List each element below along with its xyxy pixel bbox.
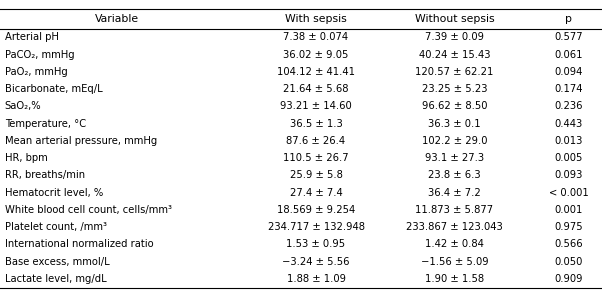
Text: 0.013: 0.013: [554, 136, 583, 146]
Text: 0.094: 0.094: [554, 67, 583, 77]
Text: International normalized ratio: International normalized ratio: [5, 239, 154, 249]
Text: 104.12 ± 41.41: 104.12 ± 41.41: [277, 67, 355, 77]
Text: 120.57 ± 62.21: 120.57 ± 62.21: [415, 67, 494, 77]
Text: RR, breaths/min: RR, breaths/min: [5, 171, 85, 180]
Text: 96.62 ± 8.50: 96.62 ± 8.50: [422, 101, 487, 111]
Text: HR, bpm: HR, bpm: [5, 153, 48, 163]
Text: −3.24 ± 5.56: −3.24 ± 5.56: [282, 257, 350, 267]
Text: 23.25 ± 5.23: 23.25 ± 5.23: [422, 84, 487, 94]
Text: 21.64 ± 5.68: 21.64 ± 5.68: [284, 84, 349, 94]
Text: 7.38 ± 0.074: 7.38 ± 0.074: [284, 32, 349, 42]
Text: Without sepsis: Without sepsis: [415, 14, 494, 24]
Text: 7.39 ± 0.09: 7.39 ± 0.09: [425, 32, 484, 42]
Text: < 0.001: < 0.001: [549, 188, 589, 198]
Text: 110.5 ± 26.7: 110.5 ± 26.7: [283, 153, 349, 163]
Text: 18.569 ± 9.254: 18.569 ± 9.254: [277, 205, 355, 215]
Text: 0.236: 0.236: [554, 101, 583, 111]
Text: 102.2 ± 29.0: 102.2 ± 29.0: [422, 136, 487, 146]
Text: 36.02 ± 9.05: 36.02 ± 9.05: [284, 50, 349, 60]
Text: 234.717 ± 132.948: 234.717 ± 132.948: [267, 222, 365, 232]
Text: Lactate level, mg/dL: Lactate level, mg/dL: [5, 274, 107, 284]
Text: 0.975: 0.975: [554, 222, 583, 232]
Text: 87.6 ± 26.4: 87.6 ± 26.4: [287, 136, 346, 146]
Text: p: p: [565, 14, 573, 24]
Text: 25.9 ± 5.8: 25.9 ± 5.8: [290, 171, 343, 180]
Text: 0.577: 0.577: [554, 32, 583, 42]
Text: Base excess, mmol/L: Base excess, mmol/L: [5, 257, 110, 267]
Text: 0.566: 0.566: [554, 239, 583, 249]
Text: 36.4 ± 7.2: 36.4 ± 7.2: [428, 188, 481, 198]
Text: PaO₂, mmHg: PaO₂, mmHg: [5, 67, 67, 77]
Text: 0.005: 0.005: [554, 153, 583, 163]
Text: With sepsis: With sepsis: [285, 14, 347, 24]
Text: Arterial pH: Arterial pH: [5, 32, 58, 42]
Text: Variable: Variable: [95, 14, 140, 24]
Text: 0.093: 0.093: [554, 171, 583, 180]
Text: 1.42 ± 0.84: 1.42 ± 0.84: [425, 239, 484, 249]
Text: 0.061: 0.061: [554, 50, 583, 60]
Text: 0.909: 0.909: [554, 274, 583, 284]
Text: Temperature, °C: Temperature, °C: [5, 119, 86, 128]
Text: 36.5 ± 1.3: 36.5 ± 1.3: [290, 119, 343, 128]
Text: 0.001: 0.001: [554, 205, 583, 215]
Text: 93.1 ± 27.3: 93.1 ± 27.3: [425, 153, 484, 163]
Text: SaO₂,%: SaO₂,%: [5, 101, 42, 111]
Text: 11.873 ± 5.877: 11.873 ± 5.877: [415, 205, 494, 215]
Text: Hematocrit level, %: Hematocrit level, %: [5, 188, 103, 198]
Text: 23.8 ± 6.3: 23.8 ± 6.3: [428, 171, 481, 180]
Text: Bicarbonate, mEq/L: Bicarbonate, mEq/L: [5, 84, 102, 94]
Text: 1.90 ± 1.58: 1.90 ± 1.58: [425, 274, 484, 284]
Text: 0.443: 0.443: [555, 119, 583, 128]
Text: 0.050: 0.050: [554, 257, 583, 267]
Text: 93.21 ± 14.60: 93.21 ± 14.60: [280, 101, 352, 111]
Text: White blood cell count, cells/mm³: White blood cell count, cells/mm³: [5, 205, 172, 215]
Text: 36.3 ± 0.1: 36.3 ± 0.1: [428, 119, 481, 128]
Text: 40.24 ± 15.43: 40.24 ± 15.43: [419, 50, 490, 60]
Text: −1.56 ± 5.09: −1.56 ± 5.09: [421, 257, 488, 267]
Text: 233.867 ± 123.043: 233.867 ± 123.043: [406, 222, 503, 232]
Text: PaCO₂, mmHg: PaCO₂, mmHg: [5, 50, 75, 60]
Text: 27.4 ± 7.4: 27.4 ± 7.4: [290, 188, 343, 198]
Text: 0.174: 0.174: [554, 84, 583, 94]
Text: 1.53 ± 0.95: 1.53 ± 0.95: [287, 239, 346, 249]
Text: Platelet count, /mm³: Platelet count, /mm³: [5, 222, 107, 232]
Text: 1.88 ± 1.09: 1.88 ± 1.09: [287, 274, 346, 284]
Text: Mean arterial pressure, mmHg: Mean arterial pressure, mmHg: [5, 136, 157, 146]
